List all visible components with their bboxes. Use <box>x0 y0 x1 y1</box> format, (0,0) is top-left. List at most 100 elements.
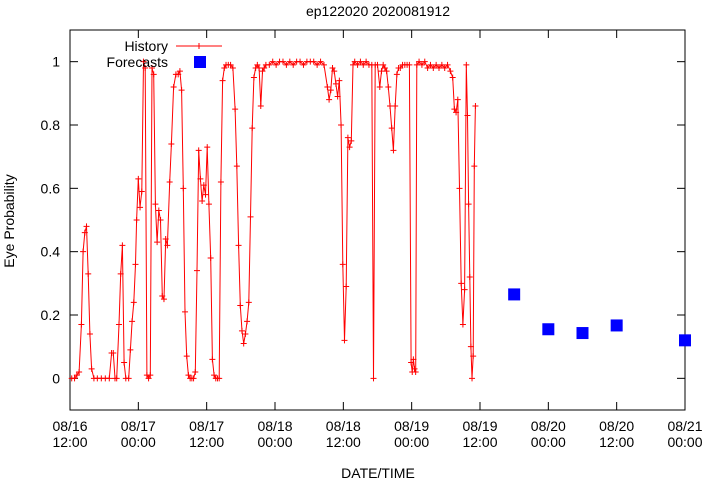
history-point <box>454 96 461 103</box>
history-point <box>119 242 126 249</box>
history-point <box>388 125 395 132</box>
history-point <box>441 65 448 71</box>
history-point <box>157 217 164 223</box>
history-point <box>254 61 261 68</box>
y-tick-label: 0.6 <box>41 180 61 196</box>
history-point <box>406 61 413 68</box>
forecast-point <box>576 327 589 340</box>
history-point <box>202 191 209 198</box>
history-point <box>449 74 456 81</box>
y-tick-label: 0.2 <box>41 307 61 323</box>
x-tick-label-date: 08/16 <box>52 418 87 434</box>
x-tick-label-time: 00:00 <box>531 434 566 450</box>
history-point <box>273 61 280 68</box>
history-point <box>447 68 454 75</box>
history-point <box>130 299 137 306</box>
history-point <box>217 179 224 185</box>
x-tick-label-time: 12:00 <box>462 434 497 450</box>
history-point <box>418 61 425 68</box>
history-point <box>185 372 192 379</box>
history-point <box>192 369 199 375</box>
history-point <box>346 144 353 151</box>
history-point <box>125 375 132 382</box>
history-point <box>424 65 431 71</box>
history-point <box>300 61 307 68</box>
history-point <box>250 74 257 81</box>
history-point <box>219 77 226 84</box>
history-point <box>344 134 351 141</box>
history-point <box>166 179 173 185</box>
history-point <box>357 58 364 65</box>
history-point <box>247 213 254 220</box>
history-point <box>283 61 290 68</box>
history-point <box>113 375 120 382</box>
history-point <box>85 270 92 277</box>
x-tick-label-date: 08/21 <box>667 418 702 434</box>
forecast-point <box>679 334 691 347</box>
history-point <box>327 87 334 94</box>
history-point <box>257 103 264 109</box>
history-point <box>378 68 385 75</box>
history-point <box>106 375 113 382</box>
history-point <box>290 61 297 68</box>
history-point <box>354 61 361 68</box>
history-point <box>348 137 355 144</box>
x-tick-label-date: 08/17 <box>121 418 156 434</box>
history-point <box>238 327 245 334</box>
history-point <box>329 65 336 71</box>
history-point <box>176 68 183 75</box>
history-point <box>205 201 212 208</box>
history-point <box>237 302 244 309</box>
history-point <box>178 87 185 94</box>
x-tick-label-date: 08/18 <box>257 418 292 434</box>
history-point <box>229 65 236 71</box>
history-point <box>433 61 440 68</box>
history-point <box>320 61 327 68</box>
history-point <box>279 58 286 65</box>
history-point <box>154 239 161 246</box>
forecast-point <box>542 323 555 336</box>
history-point <box>413 61 420 68</box>
history-point <box>451 106 458 113</box>
history-point <box>381 65 388 71</box>
forecast-point <box>508 288 521 301</box>
y-tick-label: 0 <box>52 370 60 386</box>
history-point <box>408 359 415 366</box>
history-point <box>410 356 417 363</box>
history-point <box>152 201 159 208</box>
legend-history-label: History <box>124 38 168 54</box>
history-point <box>411 365 418 372</box>
history-point <box>392 103 399 109</box>
history-point <box>338 122 345 128</box>
history-point <box>427 61 434 68</box>
history-point <box>175 71 182 78</box>
history-point <box>376 84 383 90</box>
legend-forecast-label: Forecasts <box>107 54 168 70</box>
forecast-point <box>610 319 623 332</box>
history-point <box>138 188 145 195</box>
x-tick-label-time: 12:00 <box>326 434 361 450</box>
history-point <box>235 242 242 249</box>
history-point <box>244 318 251 325</box>
x-tick-label-date: 08/19 <box>462 418 497 434</box>
history-point <box>242 331 249 337</box>
history-point <box>142 65 149 71</box>
history-point <box>470 353 477 360</box>
x-axis-label: DATE/TIME <box>341 465 415 481</box>
x-tick-label-date: 08/19 <box>394 418 429 434</box>
history-point <box>207 255 214 261</box>
x-tick-label-time: 12:00 <box>599 434 634 450</box>
x-tick-label-time: 00:00 <box>667 434 702 450</box>
history-point <box>385 84 392 90</box>
history-point <box>216 375 223 382</box>
history-point <box>453 109 460 116</box>
history-point <box>397 65 404 71</box>
history-point <box>326 96 333 103</box>
history-point <box>383 68 390 75</box>
history-point <box>129 318 136 325</box>
history-point <box>160 296 167 303</box>
legend-history-marker <box>196 43 202 49</box>
history-point <box>331 68 338 75</box>
x-tick-label-date: 08/20 <box>531 418 566 434</box>
x-tick-label-time: 00:00 <box>394 434 429 450</box>
